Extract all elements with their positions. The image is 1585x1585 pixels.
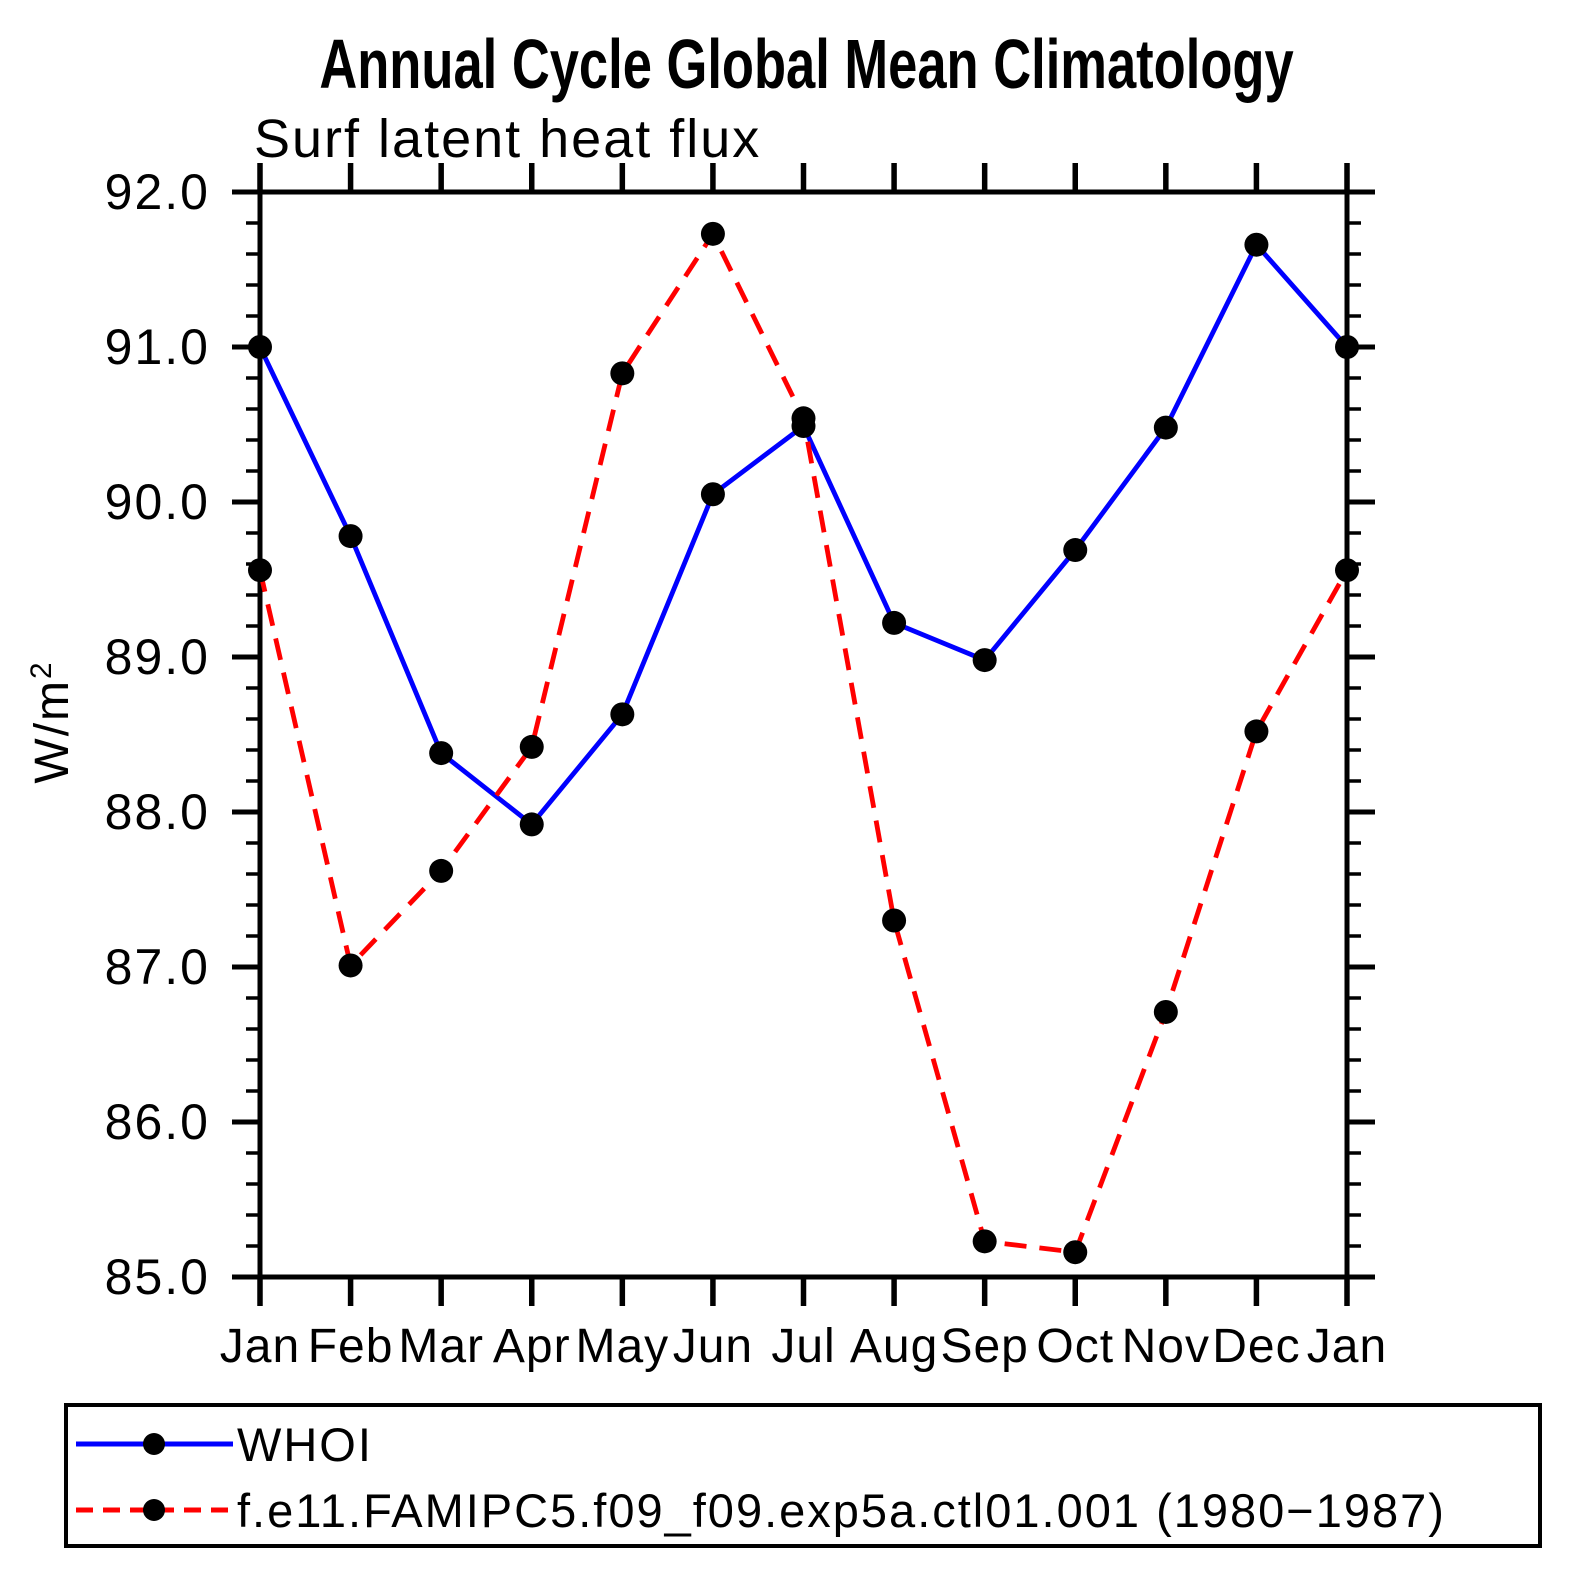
y-tick-label: 89.0 (105, 629, 210, 685)
data-point-marker-series-0 (429, 741, 454, 766)
x-tick-label: Jun (673, 1320, 753, 1373)
data-point-marker-series-1 (610, 361, 635, 386)
data-point-marker-series-1 (429, 858, 454, 883)
data-point-marker-series-1 (248, 558, 272, 583)
y-tick-label: 86.0 (105, 1094, 210, 1150)
legend-label-whoi: WHOI (237, 1417, 373, 1471)
x-tick-label: Feb (308, 1320, 394, 1373)
y-tick-label: 85.0 (105, 1249, 210, 1305)
x-tick-label: Jan (220, 1320, 300, 1373)
data-point-marker-series-1 (1063, 1240, 1088, 1265)
data-point-marker-series-1 (338, 953, 363, 978)
x-tick-label: Sep (940, 1320, 1028, 1373)
data-point-marker-series-0 (1335, 335, 1359, 359)
data-point-marker-series-1 (700, 221, 725, 246)
data-point-marker-series-1 (972, 1229, 997, 1254)
x-tick-label: Jan (1307, 1320, 1387, 1373)
data-point-marker-series-1 (791, 406, 816, 431)
legend-marker-dot (143, 1433, 165, 1455)
y-tick-label: 87.0 (105, 939, 210, 995)
legend-item-whoi: WHOI (72, 1418, 373, 1471)
data-point-marker-series-0 (882, 610, 907, 635)
x-tick-label: Dec (1212, 1320, 1300, 1373)
legend-item-model: f.e11.FAMIPC5.f09_f09.exp5a.ctl01.001 (1… (72, 1484, 1446, 1537)
y-tick-label: 92.0 (105, 164, 210, 220)
y-tick-label: 91.0 (105, 319, 210, 375)
series-line-0 (257, 242, 1349, 827)
x-tick-label: Apr (493, 1320, 571, 1373)
data-point-marker-series-0 (1063, 538, 1088, 563)
legend-sample-whoi (76, 1433, 233, 1455)
data-point-marker-series-0 (610, 702, 635, 727)
x-tick-label: Oct (1036, 1320, 1114, 1373)
x-tick-label: Aug (850, 1320, 938, 1373)
data-point-marker-series-0 (972, 648, 997, 673)
x-tick-label: Mar (398, 1320, 484, 1373)
x-tick-label: Nov (1122, 1320, 1210, 1373)
data-point-marker-series-1 (1153, 999, 1178, 1024)
legend-label-model: f.e11.FAMIPC5.f09_f09.exp5a.ctl01.001 (1… (237, 1483, 1446, 1537)
data-point-marker-series-0 (519, 812, 544, 837)
data-point-marker-series-0 (338, 524, 363, 549)
x-tick-label: Jul (771, 1320, 835, 1373)
data-point-marker-series-0 (700, 482, 725, 507)
y-tick-label: 88.0 (105, 784, 210, 840)
legend-sample-model (76, 1499, 233, 1521)
data-point-marker-series-0 (248, 335, 272, 359)
legend: WHOI f.e11.FAMIPC5.f09_f09.exp5a.ctl01.0… (64, 1403, 1542, 1548)
data-point-marker-series-1 (1244, 719, 1269, 744)
chart-title: Annual Cycle Global Mean Climatology (319, 25, 1294, 103)
data-point-marker-series-0 (1244, 232, 1269, 257)
x-tick-label: May (575, 1320, 669, 1373)
legend-marker-dot (143, 1499, 165, 1521)
data-point-marker-series-1 (519, 734, 544, 759)
y-tick-label: 90.0 (105, 474, 210, 530)
data-point-marker-series-1 (1335, 558, 1359, 583)
data-point-marker-series-0 (1153, 415, 1178, 440)
data-point-marker-series-1 (882, 908, 907, 933)
chart-subtitle: Surf latent heat flux (254, 109, 762, 169)
